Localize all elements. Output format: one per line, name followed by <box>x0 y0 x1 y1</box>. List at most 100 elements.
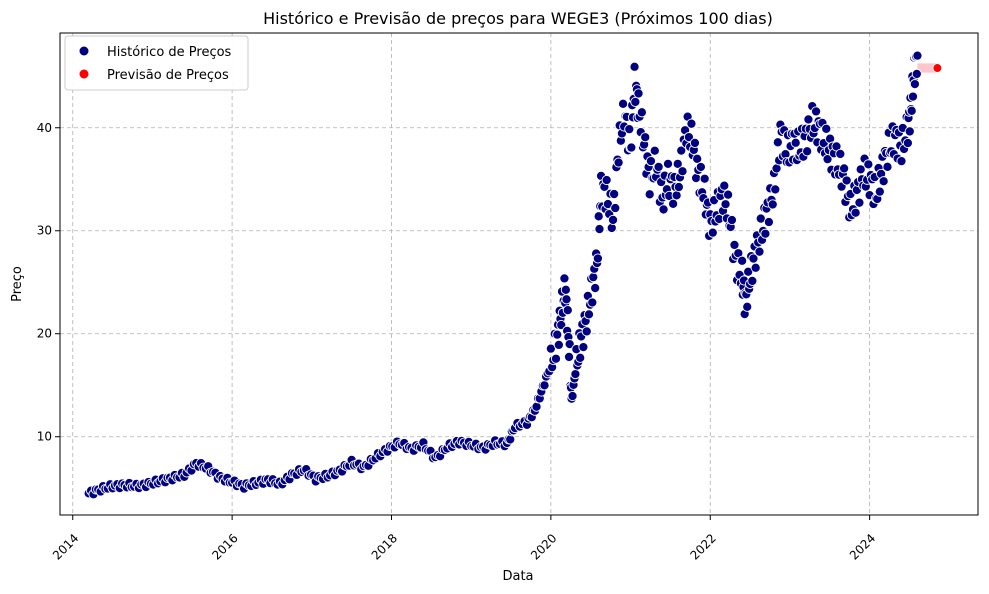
history-point <box>707 227 718 238</box>
history-point <box>790 137 801 148</box>
history-point <box>552 329 563 340</box>
history-point <box>742 301 753 312</box>
history-point <box>770 184 781 195</box>
history-point <box>719 180 730 191</box>
history-point <box>588 272 599 283</box>
history-point <box>583 309 595 320</box>
history-point <box>553 339 564 350</box>
history-point <box>644 189 655 200</box>
history-point <box>754 246 765 257</box>
history-point <box>850 207 861 218</box>
history-point <box>610 202 621 214</box>
history-point <box>863 159 874 170</box>
history-point <box>723 189 734 200</box>
history-point <box>613 157 624 168</box>
history-point <box>699 173 710 184</box>
legend-label-history: Histórico de Preços <box>107 45 232 60</box>
x-tick-label: 2018 <box>369 531 400 562</box>
history-point <box>564 339 575 350</box>
grid-lines <box>60 33 978 515</box>
legend: Histórico de Preços Previsão de Preços <box>64 35 249 91</box>
history-point <box>559 273 570 284</box>
history-point <box>896 156 907 167</box>
x-axis-label: Data <box>502 569 533 584</box>
history-point <box>802 146 813 157</box>
history-point <box>692 153 703 164</box>
x-tick-label: 2022 <box>687 531 718 562</box>
history-point <box>630 96 641 108</box>
y-tick-label: 30 <box>37 224 52 238</box>
legend-marker-history <box>79 46 89 56</box>
history-point <box>626 142 637 153</box>
history-point <box>590 283 601 294</box>
history-point <box>649 145 660 156</box>
history-point <box>763 216 774 228</box>
x-tick-label: 2014 <box>50 531 81 562</box>
legend-box <box>64 35 249 91</box>
history-point <box>726 215 737 226</box>
history-point <box>633 88 644 99</box>
history-point <box>561 294 572 305</box>
history-point <box>689 137 701 148</box>
history-point <box>609 189 620 200</box>
history-point <box>841 175 852 186</box>
y-tick-label: 10 <box>37 430 52 444</box>
history-point <box>747 275 758 286</box>
history-point <box>672 158 683 169</box>
history-point <box>653 161 664 172</box>
history-point <box>658 204 669 215</box>
y-tick-label: 40 <box>37 121 52 135</box>
y-axis-ticks: 10 20 30 40 <box>37 121 60 444</box>
history-point <box>839 163 850 174</box>
history-point <box>593 211 604 222</box>
history-point <box>729 239 740 250</box>
history-point <box>629 61 640 72</box>
history-point <box>904 126 915 137</box>
history-point <box>575 352 586 363</box>
x-tick-label: 2016 <box>209 531 240 562</box>
history-point <box>854 197 865 208</box>
legend-label-forecast: Previsão de Preços <box>107 68 229 83</box>
x-tick-label: 2020 <box>528 531 559 562</box>
history-point <box>677 166 688 177</box>
history-point <box>618 98 629 109</box>
history-point <box>772 137 783 148</box>
history-point <box>581 326 592 337</box>
history-point <box>803 114 814 125</box>
history-point <box>578 342 589 353</box>
history-point <box>601 174 612 186</box>
history-point <box>624 124 635 135</box>
history-point <box>636 107 647 118</box>
history-point <box>911 68 922 79</box>
y-axis-label: Preço <box>10 266 25 302</box>
history-point <box>562 305 573 316</box>
history-point <box>686 118 697 129</box>
forecast-confidence-band <box>917 63 938 73</box>
history-point <box>906 105 917 116</box>
history-point <box>640 132 651 143</box>
history-point <box>594 224 605 235</box>
history-point <box>662 158 674 169</box>
history-point <box>683 132 694 143</box>
history-point <box>505 434 516 445</box>
x-tick-label: 2024 <box>847 531 878 562</box>
legend-marker-forecast <box>79 69 89 79</box>
history-point <box>592 253 603 264</box>
history-point <box>560 284 571 295</box>
history-point <box>563 351 575 362</box>
history-point <box>567 390 578 402</box>
plot-frame <box>59 32 979 516</box>
history-point <box>902 137 913 149</box>
history-point <box>676 145 687 156</box>
history-point <box>695 161 706 173</box>
history-point <box>821 123 832 134</box>
history-point <box>855 164 866 175</box>
forecast-point <box>932 63 943 73</box>
history-point <box>878 176 889 187</box>
history-point <box>909 79 920 90</box>
x-axis-ticks: 2014 2016 2018 2020 2022 2024 <box>50 515 878 563</box>
history-point <box>835 148 846 160</box>
history-point <box>720 199 731 210</box>
